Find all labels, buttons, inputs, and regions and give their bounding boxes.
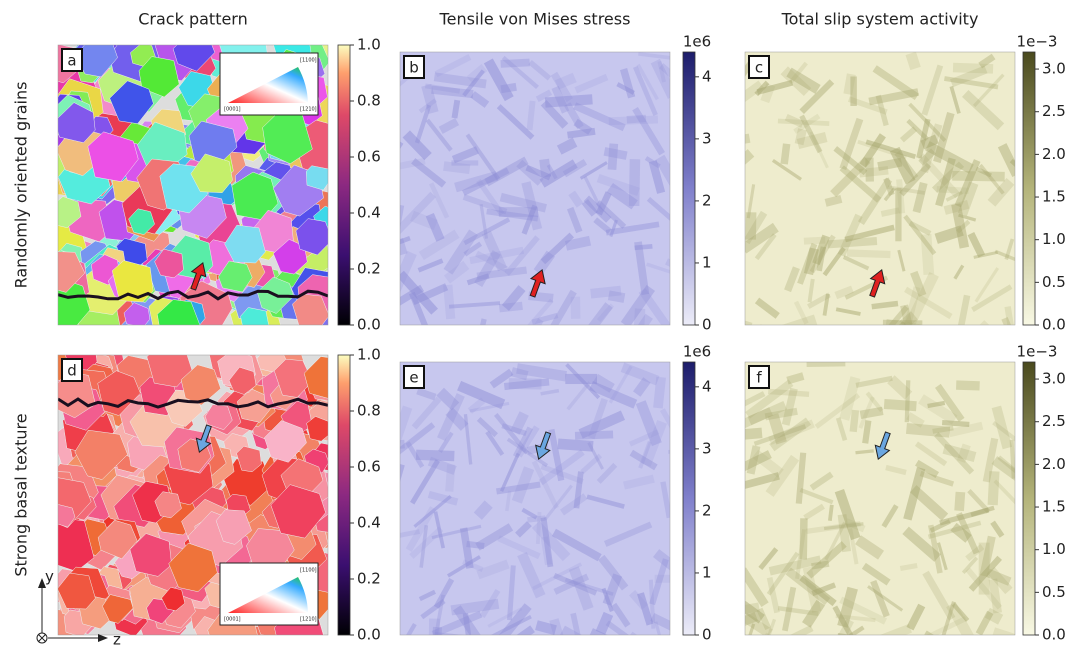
texture xyxy=(967,325,1013,363)
colorbar-tick-label: 3 xyxy=(702,439,712,457)
texture xyxy=(952,171,1005,182)
inset-label: [0001] xyxy=(224,107,241,113)
colorbar-tick-label: 0.0 xyxy=(357,316,381,334)
colorbar-tick-label: 0 xyxy=(702,626,712,644)
texture xyxy=(633,308,645,336)
grain xyxy=(241,308,269,335)
colorbar-tick-label: 2.0 xyxy=(1042,455,1066,473)
colorbar-tick-label: 0.2 xyxy=(357,260,381,278)
texture xyxy=(895,188,901,241)
colorbar-offset: 1e6 xyxy=(683,343,711,361)
colorbar-offset: 1e−3 xyxy=(1017,343,1058,361)
inset-label: [1210] xyxy=(300,107,317,113)
texture xyxy=(956,380,980,390)
colorbar-tick-label: 0.6 xyxy=(357,148,381,166)
axis-indicator-label: z xyxy=(113,631,121,649)
panel-label: e xyxy=(409,369,418,387)
column-title: Crack pattern xyxy=(138,10,248,29)
panel-label: b xyxy=(409,59,419,77)
colorbar xyxy=(338,45,350,325)
inset-label: [0001] xyxy=(224,617,241,623)
colorbar-tick-label: 0.0 xyxy=(1042,316,1066,334)
colorbar-tick-label: 1.5 xyxy=(1042,188,1066,206)
colorbar-tick-label: 2.0 xyxy=(1042,145,1066,163)
colorbar-tick-label: 2.5 xyxy=(1042,102,1066,120)
panel-image xyxy=(711,358,1045,648)
texture xyxy=(627,115,647,124)
texture xyxy=(758,325,786,341)
image-content xyxy=(711,358,1045,648)
image-content xyxy=(367,362,697,648)
texture xyxy=(847,249,891,258)
texture xyxy=(668,450,685,454)
colorbar-tick-label: 0.8 xyxy=(357,92,381,110)
colorbar-tick-label: 4 xyxy=(702,377,712,395)
colorbar-tick-label: 1 xyxy=(702,563,712,581)
colorbar-offset: 1e−3 xyxy=(1017,33,1058,51)
colorbar-tick-label: 2 xyxy=(702,191,712,209)
texture xyxy=(883,320,923,330)
colorbar-tick-label: 0.5 xyxy=(1042,273,1066,291)
colorbar xyxy=(683,362,695,635)
colorbar-tick-label: 0.0 xyxy=(1042,626,1066,644)
colorbar-tick-label: 0.5 xyxy=(1042,583,1066,601)
panel-label: a xyxy=(67,52,76,70)
colorbar-tick-label: 2 xyxy=(702,501,712,519)
panel-label: f xyxy=(756,369,762,387)
colorbar-tick-label: 3.0 xyxy=(1042,370,1066,388)
texture xyxy=(992,627,1044,648)
texture xyxy=(500,59,529,68)
texture xyxy=(367,440,405,451)
colorbar-tick-label: 1.0 xyxy=(1042,540,1066,558)
colorbar-tick-label: 1.0 xyxy=(1042,230,1066,248)
figure: Crack pattern Tensile von Mises stress Tot… xyxy=(0,0,1077,648)
colorbar xyxy=(683,52,695,325)
inset-label: [1210] xyxy=(300,617,317,623)
colorbar-tick-label: 0.8 xyxy=(357,402,381,420)
colorbar-tick-label: 0.0 xyxy=(357,626,381,644)
inset-label: [1100] xyxy=(300,58,317,64)
colorbar-tick-label: 1.0 xyxy=(357,346,381,364)
texture xyxy=(954,492,965,511)
colorbar xyxy=(338,355,350,635)
colorbar xyxy=(1023,362,1035,635)
colorbar-tick-label: 0.6 xyxy=(357,458,381,476)
texture xyxy=(804,237,826,245)
out-of-plane-x xyxy=(39,635,46,642)
colorbar-tick-label: 3.0 xyxy=(1042,60,1066,78)
row-title: Strong basal texture xyxy=(12,413,31,576)
colorbar-tick-label: 2.5 xyxy=(1042,412,1066,430)
panel-image xyxy=(718,52,1043,375)
panel-label: d xyxy=(67,362,77,380)
colorbar-tick-label: 4 xyxy=(702,67,712,85)
texture xyxy=(807,358,846,367)
column-title: Tensile von Mises stress xyxy=(439,10,631,29)
colorbar-tick-label: 0 xyxy=(702,316,712,334)
colorbar-tick-label: 0.2 xyxy=(357,570,381,588)
panel-image xyxy=(367,362,697,648)
colorbar xyxy=(1023,52,1035,325)
panel-image xyxy=(381,52,709,355)
colorbar-tick-label: 1 xyxy=(702,253,712,271)
column-title: Total slip system activity xyxy=(781,10,979,29)
colorbar-tick-label: 0.4 xyxy=(357,514,381,532)
image-content xyxy=(718,52,1043,375)
colorbar-tick-label: 1.0 xyxy=(357,36,381,54)
colorbar-offset: 1e6 xyxy=(683,33,711,51)
image-content xyxy=(381,52,709,355)
axis-indicator-label: y xyxy=(45,568,54,586)
colorbar-tick-label: 1.5 xyxy=(1042,498,1066,516)
panel-label: c xyxy=(755,59,763,77)
texture xyxy=(509,378,542,389)
row-title: Randomly oriented grains xyxy=(12,82,31,289)
colorbar-tick-label: 3 xyxy=(702,129,712,147)
inset-label: [1100] xyxy=(300,568,317,574)
colorbar-tick-label: 0.4 xyxy=(357,204,381,222)
